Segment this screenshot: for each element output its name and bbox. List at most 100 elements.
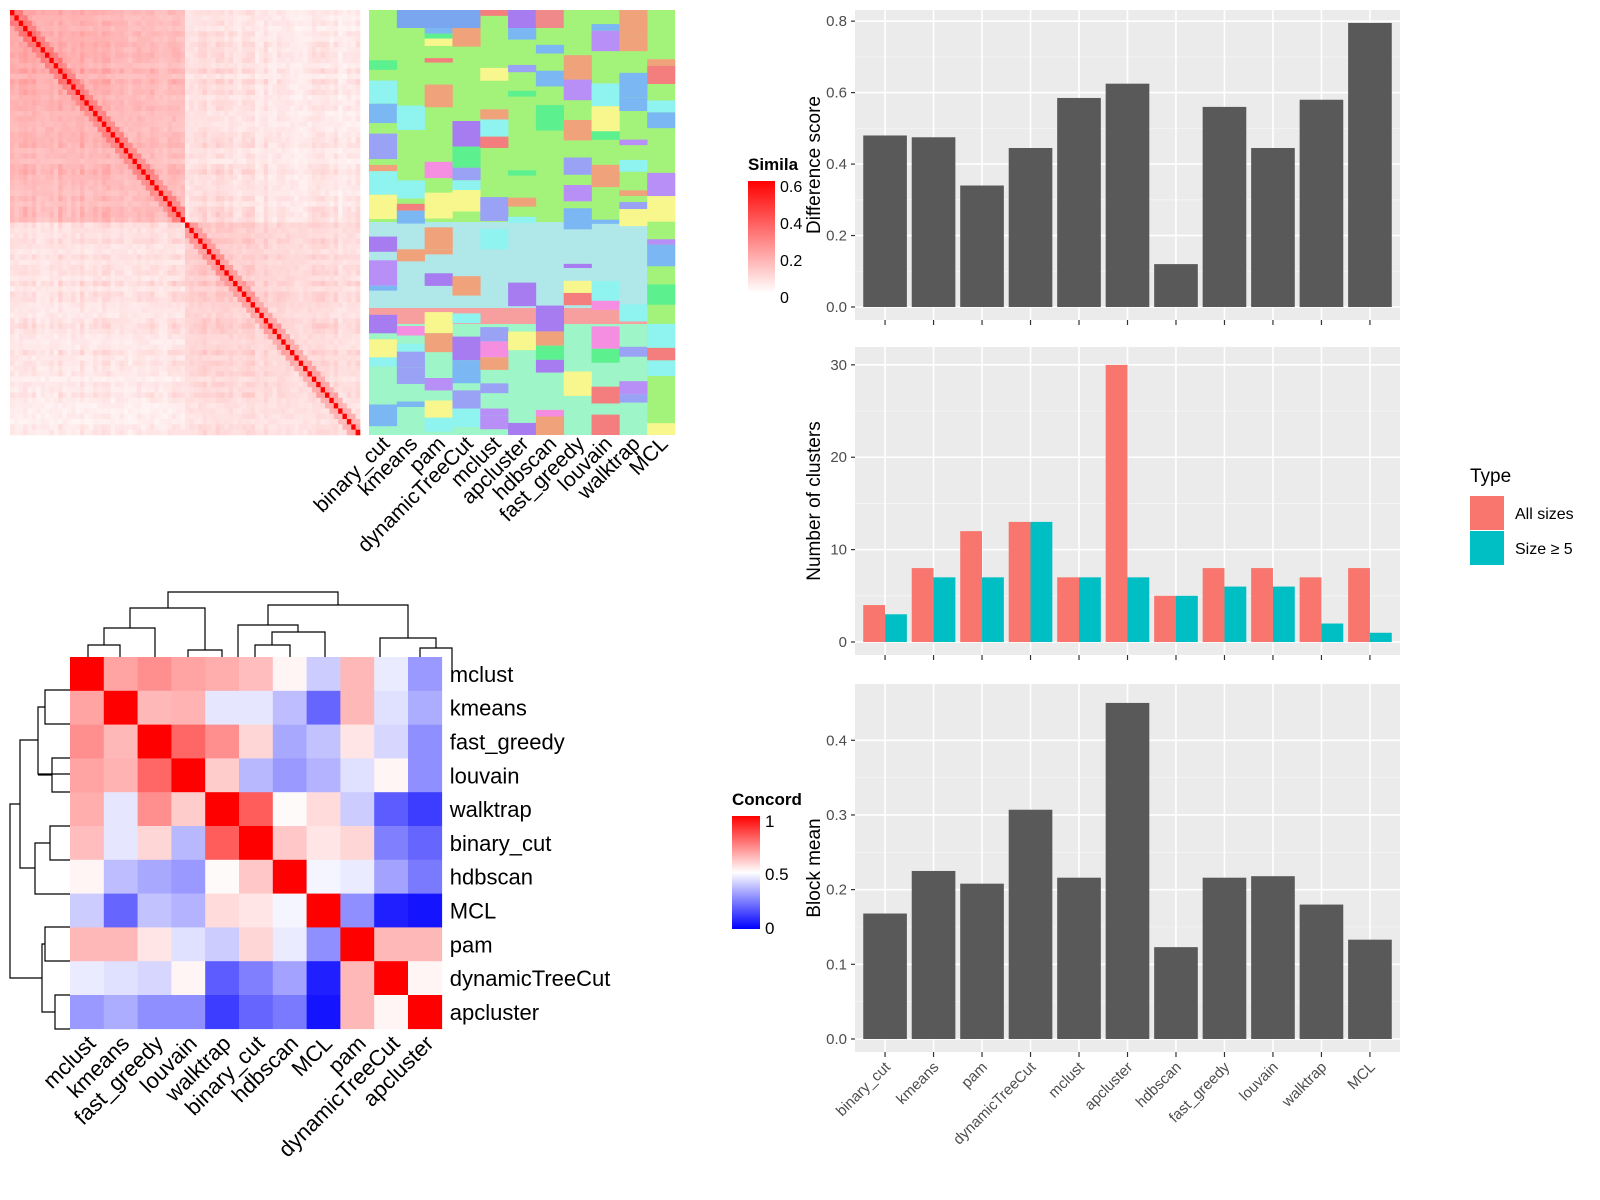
similarity-cell (298, 286, 304, 292)
similarity-cell (333, 52, 339, 59)
similarity-cell (93, 100, 98, 106)
similarity-cell (215, 211, 221, 218)
similarity-cell (158, 68, 164, 75)
similarity-cell (150, 110, 155, 117)
similarity-cell (18, 180, 24, 186)
similarity-cell (154, 110, 160, 117)
similarity-cell (88, 174, 94, 181)
similarity-cell (71, 222, 76, 229)
similarity-cell (355, 68, 361, 75)
similarity-cell (342, 312, 348, 319)
similarity-cell (220, 126, 225, 133)
similarity-cell (40, 132, 46, 138)
similarity-cell (66, 211, 72, 218)
similarity-cell (224, 95, 230, 101)
similarity-cell (329, 57, 335, 64)
similarity-cell (128, 217, 133, 223)
similarity-cell (128, 334, 133, 340)
similarity-cell (307, 275, 313, 282)
similarity-cell (97, 142, 103, 149)
similarity-cell (36, 280, 41, 287)
similarity-cell (281, 254, 286, 260)
similarity-cell (224, 296, 230, 303)
similarity-cell (329, 206, 335, 213)
similarity-cell (342, 153, 348, 160)
similarity-cell (329, 10, 335, 16)
similarity-cell (58, 31, 63, 37)
similarity-cell (241, 180, 247, 186)
similarity-cell (202, 275, 208, 282)
similarity-cell (325, 110, 330, 117)
similarity-cell (150, 52, 155, 59)
similarity-cell (307, 334, 313, 340)
similarity-cell (276, 201, 282, 207)
similarity-cell (171, 20, 177, 27)
similarity-cell (320, 222, 326, 229)
similarity-cell (329, 249, 335, 255)
similarity-cell (40, 47, 46, 53)
similarity-cell (110, 312, 116, 319)
similarity-cell (211, 95, 216, 101)
similarity-cell (351, 126, 356, 133)
similarity-cell (224, 180, 230, 186)
similarity-cell (106, 185, 111, 191)
similarity-cell (88, 169, 94, 175)
similarity-cell (163, 116, 168, 122)
similarity-cell (320, 153, 326, 160)
similarity-cell (110, 302, 116, 308)
similarity-cell (294, 222, 300, 229)
similarity-cell (303, 110, 308, 117)
similarity-cell (62, 222, 68, 229)
similarity-cell (224, 302, 230, 308)
similarity-cell (49, 73, 55, 80)
similarity-cell (93, 280, 98, 287)
similarity-cell (298, 47, 304, 53)
similarity-cell (62, 249, 68, 255)
similarity-cell (80, 89, 85, 96)
similarity-cell (62, 318, 68, 324)
similarity-cell (150, 270, 155, 276)
similarity-cell (115, 100, 120, 106)
similarity-cell (132, 89, 138, 96)
similarity-cell (110, 280, 116, 287)
similarity-cell (93, 254, 98, 260)
similarity-cell (171, 302, 177, 308)
similarity-cell (215, 206, 221, 213)
similarity-cell (75, 201, 81, 207)
similarity-cell (333, 334, 339, 340)
similarity-cell (307, 312, 313, 319)
similarity-cell (27, 126, 33, 133)
similarity-cell (150, 312, 155, 319)
similarity-cell (110, 238, 116, 245)
similarity-cell (346, 89, 352, 96)
similarity-cell (320, 291, 326, 298)
similarity-cell (320, 158, 326, 165)
similarity-cell (93, 323, 98, 330)
similarity-cell (119, 265, 125, 271)
similarity-cell (80, 180, 85, 186)
similarity-cell (14, 291, 20, 298)
similarity-cell (259, 84, 265, 90)
similarity-cell (355, 185, 361, 191)
similarity-cell (281, 233, 286, 239)
similarity-cell (250, 89, 256, 96)
similarity-cell (228, 148, 234, 154)
similarity-cell (49, 233, 55, 239)
similarity-cell (276, 211, 282, 218)
similarity-cell (268, 100, 273, 106)
similarity-cell (202, 211, 208, 218)
similarity-cell (110, 158, 116, 165)
similarity-cell (115, 280, 120, 287)
similarity-cell (307, 68, 313, 75)
similarity-cell (88, 105, 94, 112)
similarity-cell (14, 148, 20, 154)
similarity-cell (27, 132, 33, 138)
similarity-cell (106, 275, 111, 282)
similarity-cell (93, 68, 98, 75)
similarity-cell (10, 68, 15, 75)
similarity-cell (106, 10, 111, 16)
similarity-cell (45, 238, 50, 245)
similarity-cell (101, 63, 107, 69)
similarity-cell (311, 148, 317, 154)
similarity-cell (329, 95, 335, 101)
